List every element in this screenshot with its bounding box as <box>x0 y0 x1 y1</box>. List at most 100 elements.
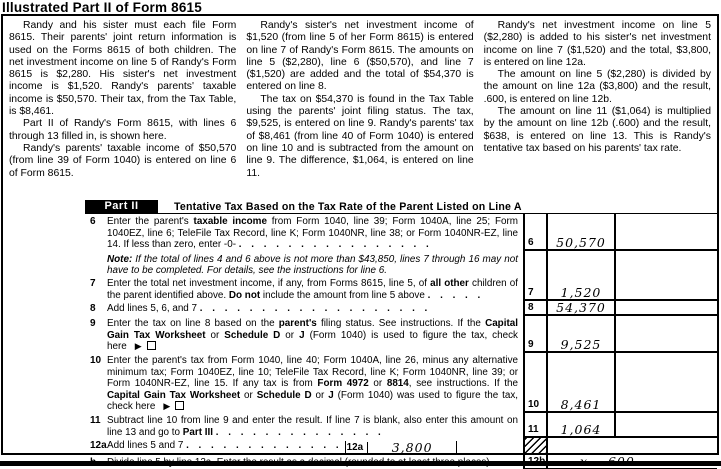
line-12a-text: Add lines 5 and 7 . . . . . . . . . . . … <box>107 440 523 455</box>
text-segment: Capital Gain Tax Worksheet <box>107 318 518 341</box>
cents-cell <box>616 214 717 251</box>
checkbox-icon[interactable] <box>146 341 156 351</box>
text-segment: 8814 <box>386 378 409 390</box>
paragraph: Randy's net investment income on line 5 … <box>483 20 711 68</box>
note-text: Note: If the total of lines 4 and 6 abov… <box>107 253 523 278</box>
entry-box-number: 11 <box>525 412 548 439</box>
inline-box-label: 12a <box>346 442 369 454</box>
text-segment: Enter the tax on line 8 based on the <box>107 318 279 330</box>
arrow-right-icon: ▶ <box>134 341 142 352</box>
text-segment: Enter the total net investment income, i… <box>107 277 431 289</box>
text-segment: , see instructions. If the <box>408 378 518 390</box>
text-segment: Schedule D <box>256 389 312 401</box>
entry-amount: 54,370 <box>548 300 616 317</box>
entry-amount: 1,520 <box>548 250 616 302</box>
handwritten-value: 50,570 <box>556 234 606 250</box>
form-row-8: 8 Add lines 5, 6, and 7 . . . . . . . . … <box>85 300 717 317</box>
inline-entry-box-12a: 12a 3,800 <box>344 439 458 455</box>
cents-cell <box>616 251 717 302</box>
dot-leaders: . . . . . <box>427 289 481 301</box>
line-8-entry: 8 54,370 <box>523 300 717 317</box>
paragraph: The tax on $54,370 is found in the Tax T… <box>246 93 474 179</box>
entry-box-number: 7 <box>525 250 548 302</box>
line-6-entry: 6 50,570 <box>523 214 717 251</box>
section-divider-rule <box>0 461 721 466</box>
text-segment: filing status. See instructions. If the <box>316 318 486 330</box>
part2-label: Part II <box>85 200 158 213</box>
line-number-12a: 12a <box>90 440 107 452</box>
paragraph: Randy's sister's net investment income o… <box>246 20 474 93</box>
line-9-entry: 9 9,525 <box>523 316 717 353</box>
text-column-1: Randy and his sister must each file Form… <box>9 20 236 180</box>
text-segment: or <box>240 389 257 401</box>
text-segment: Subtract line 10 from line 9 and enter t… <box>107 414 518 438</box>
text-segment: parent's <box>278 318 317 330</box>
entry-box-number: 12b <box>525 454 548 469</box>
cents-cell <box>616 301 717 317</box>
entry-amount: 9,525 <box>548 316 616 353</box>
form-8615-part2: Part II Tentative Tax Based on the Tax R… <box>85 200 717 469</box>
paragraph: Randy's parents' taxable income of $50,5… <box>9 142 237 179</box>
entry-box-number: 10 <box>525 352 548 413</box>
handwritten-value: 9,525 <box>560 336 602 352</box>
line-11-text: Subtract line 10 from line 9 and enter t… <box>107 415 523 438</box>
form-row-10: 10 Enter the parent's tax from Form 1040… <box>85 352 717 413</box>
text-column-3: Randy's net investment income on line 5 … <box>484 20 711 180</box>
line-number-12b: b <box>90 456 97 468</box>
line-11-entry: 11 1,064 <box>523 412 717 439</box>
text-segment: J <box>328 389 334 401</box>
line-10-entry: 10 8,461 <box>523 352 717 413</box>
text-segment: or <box>280 329 300 341</box>
line-12b-entry: 12b x . 600 <box>523 454 717 469</box>
entry-amount: 1,064 <box>548 412 616 439</box>
line-number-10: 10 <box>90 354 102 366</box>
paragraph: Randy and his sister must each file Form… <box>9 20 237 118</box>
form-row-9: 9 Enter the tax on line 8 based on the p… <box>85 316 717 353</box>
text-segment: Part III <box>182 426 213 438</box>
text-segment: from Form 1040, line 39; Form 1040A, lin… <box>107 216 518 251</box>
text-segment: J <box>299 329 305 341</box>
line-6-text: Enter the parent's taxable income from F… <box>107 216 523 251</box>
explanatory-text: Randy and his sister must each file Form… <box>3 16 717 180</box>
handwritten-value: 1,520 <box>560 285 602 301</box>
text-segment: or <box>205 329 225 341</box>
line-number-11: 11 <box>90 414 101 426</box>
form-row-11: 11 Subtract line 10 from line 9 and ente… <box>85 412 717 439</box>
text-segment: Form 4972 <box>317 378 369 390</box>
hatched-cell <box>525 438 548 455</box>
figure-box: Randy and his sister must each file Form… <box>1 14 719 469</box>
text-segment: Note: <box>107 253 136 265</box>
entry-amount: 50,570 <box>548 214 616 251</box>
line-number-7: 7 <box>90 277 96 289</box>
paragraph: The amount on line 5 ($2,280) is divided… <box>483 69 711 105</box>
checkbox-icon[interactable] <box>175 401 185 411</box>
line-7-entry: 7 1,520 <box>523 250 717 302</box>
line-number-9: 9 <box>90 318 96 330</box>
entry-box-number: 8 <box>525 301 548 317</box>
handwritten-value: 8,461 <box>560 396 602 412</box>
text-segment: Do not <box>228 289 261 301</box>
text-segment: Add lines 5 and 7 <box>107 440 187 452</box>
page-title: Illustrated Part II of Form 8615 <box>2 0 202 15</box>
line-10-text: Enter the parent's tax from Form 1040, l… <box>107 355 523 413</box>
handwritten-value: 54,370 <box>556 300 606 316</box>
text-segment: include the amount from line 5 above <box>260 289 428 301</box>
text-segment: children of the parent identified above. <box>107 277 518 301</box>
arrow-right-icon: ▶ <box>163 401 171 412</box>
cents-cell <box>616 353 717 413</box>
part2-title: Tentative Tax Based on the Tax Rate of t… <box>174 201 522 213</box>
form-row-6: 6 Enter the parent's taxable income from… <box>85 214 717 251</box>
text-segment: taxable income <box>193 216 267 227</box>
entry-box-number: 9 <box>525 316 548 353</box>
dot-leaders: . . . . . . . . . . . . . . . . . . . <box>199 303 428 315</box>
form-row-12a: 12a Add lines 5 and 7 . . . . . . . . . … <box>85 438 717 455</box>
text-segment: (Form 1040) is used to figure the tax, c… <box>107 329 518 353</box>
line-12a-entry <box>523 438 717 455</box>
text-segment: Enter the parent's tax from Form 1040, l… <box>107 354 518 390</box>
text-segment: Schedule D <box>224 329 281 341</box>
dot-leaders: . . . . . . . . . . . . . <box>186 440 339 452</box>
handwritten-value: 3,800 <box>391 439 433 455</box>
merged-cell <box>548 438 717 455</box>
text-segment: all other <box>430 277 469 289</box>
